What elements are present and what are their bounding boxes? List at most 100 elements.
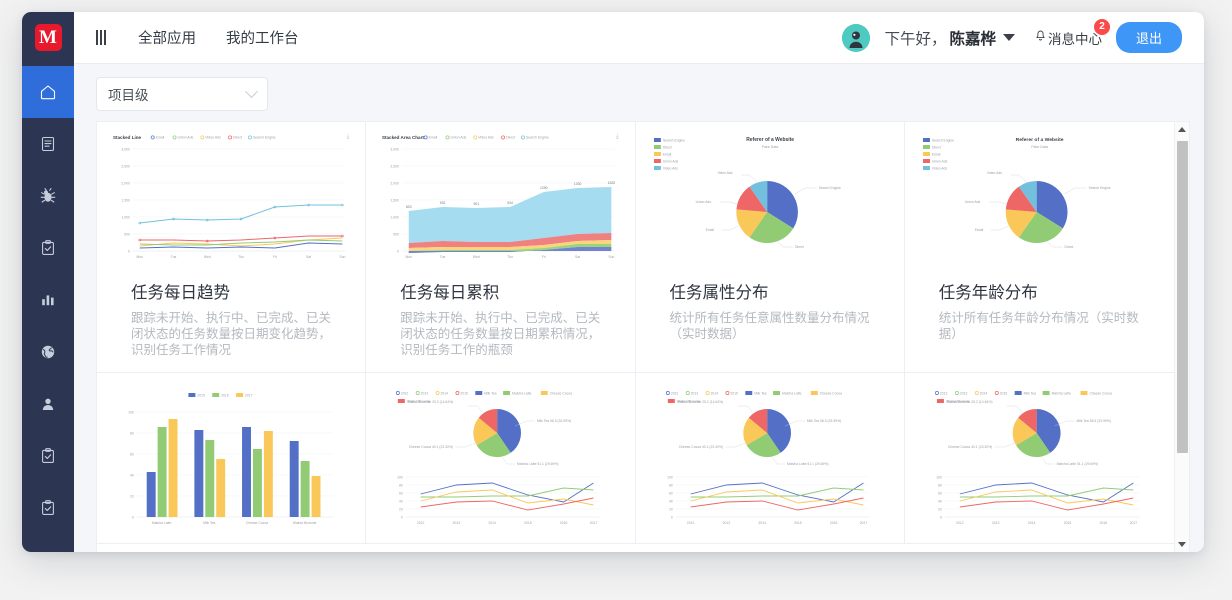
avatar[interactable] — [842, 23, 871, 52]
card-age-distribution[interactable]: Referer of a Website Fake Data Search En… — [904, 122, 1174, 373]
svg-text:2012: 2012 — [686, 521, 694, 525]
scrollbar-track[interactable] — [1175, 137, 1190, 537]
card-pie-line-combo-3[interactable]: 2012 2013 2014 2015 Milk Tea Matcha Latt… — [904, 373, 1174, 544]
app-logo[interactable]: M — [22, 12, 74, 64]
sidebar-item-documents[interactable] — [22, 118, 74, 170]
svg-text:934: 934 — [507, 201, 513, 205]
svg-text:Union Ads: Union Ads — [178, 136, 194, 140]
svg-text:Direct: Direct — [662, 146, 671, 150]
chart-stacked-line: Stacked Line Email Union Ads Video Ads D… — [107, 130, 355, 265]
scope-select[interactable]: 项目级 — [96, 77, 268, 111]
download-icon[interactable]: ⤓ — [346, 134, 350, 140]
user-name: 陈嘉桦 — [949, 30, 996, 48]
content-area: 项目级 Stacked Line — [74, 64, 1204, 552]
svg-text:2,500: 2,500 — [391, 164, 400, 168]
chart-grouped-bar: 2015 2016 2017 — [107, 381, 355, 529]
svg-text:2014: 2014 — [441, 391, 449, 395]
sidebar-item-reports[interactable] — [22, 274, 74, 326]
menu-bars-icon[interactable] — [96, 30, 106, 45]
sidebar-item-cases[interactable] — [22, 482, 74, 534]
svg-text:Video Ads: Video Ads — [987, 171, 1002, 175]
sidebar-item-users[interactable] — [22, 378, 74, 430]
svg-text:Thu: Thu — [238, 255, 244, 259]
svg-text:Matcha Latte 51.1 (29.69%): Matcha Latte 51.1 (29.69%) — [1056, 462, 1098, 466]
svg-text:2017: 2017 — [859, 521, 867, 525]
svg-text:1290: 1290 — [540, 186, 548, 190]
svg-text:2,000: 2,000 — [121, 181, 130, 185]
download-icon[interactable]: ⤓ — [615, 134, 619, 140]
svg-text:1320: 1320 — [608, 181, 616, 185]
svg-text:Milk Tea: Milk Tea — [754, 391, 766, 395]
svg-text:500: 500 — [124, 232, 130, 236]
svg-text:Tue: Tue — [171, 255, 177, 259]
app-window: M 全部应用 我的工作台 — [22, 12, 1204, 552]
svg-text:Sat: Sat — [575, 255, 580, 259]
nav-item-all-apps[interactable]: 全部应用 — [138, 31, 196, 47]
svg-text:2013: 2013 — [960, 391, 968, 395]
svg-text:Wed: Wed — [473, 255, 480, 259]
scroll-up-button[interactable] — [1175, 122, 1190, 137]
filter-bar: 项目级 — [74, 64, 1204, 121]
logout-button[interactable]: 退出 — [1115, 22, 1182, 53]
scroll-down-button[interactable] — [1175, 537, 1190, 552]
card-pie-line-combo-2[interactable]: 2012 2013 2014 2015 Milk Tea Matcha Latt… — [635, 373, 905, 544]
triangle-down-icon — [1178, 542, 1186, 547]
svg-text:Search Engine: Search Engine — [526, 136, 549, 140]
scrollbar-thumb[interactable] — [1176, 141, 1188, 453]
card-daily-accumulation[interactable]: Stacked Area Chart Email Union Ads Video… — [366, 122, 636, 373]
sidebar-item-tasks[interactable] — [22, 222, 74, 274]
svg-text:2015: 2015 — [461, 391, 469, 395]
card-title: 任务每日趋势 — [131, 284, 230, 302]
svg-text:Walnut Brownie: Walnut Brownie — [293, 521, 317, 525]
svg-text:Matcha Latte: Matcha Latte — [1051, 391, 1071, 395]
card-pie-line-combo-1[interactable]: 2012 2013 2014 2015 Milk Tea Matcha Latt… — [366, 373, 636, 544]
card-description: 跟踪未开始、执行中、已完成、已关闭状态的任务数量按日期累积情况，识别任务工作的瓶… — [400, 311, 601, 357]
chart-referer-pie-2: Referer of a Website Fake Data Search En… — [915, 130, 1164, 265]
card-daily-trend[interactable]: Stacked Line Email Union Ads Video Ads D… — [97, 122, 367, 373]
svg-text:2012: 2012 — [417, 521, 425, 525]
svg-text:Fri: Fri — [273, 255, 277, 259]
chart-subtitle: Fake Data — [761, 145, 777, 149]
sidebar-item-plans[interactable] — [22, 430, 74, 482]
svg-text:Email: Email — [156, 136, 165, 140]
cards-scrollbar[interactable] — [1174, 122, 1189, 552]
svg-text:100: 100 — [936, 475, 942, 479]
svg-text:80: 80 — [669, 483, 673, 487]
triangle-up-icon — [1178, 127, 1186, 132]
card-description: 统计所有任务年龄分布情况（实时数据） — [938, 311, 1139, 341]
svg-text:Fri: Fri — [542, 255, 546, 259]
svg-text:0: 0 — [940, 515, 942, 519]
svg-text:2015: 2015 — [1064, 521, 1072, 525]
svg-text:60: 60 — [399, 491, 403, 495]
bell-icon — [1035, 30, 1046, 45]
svg-text:Direct: Direct — [233, 136, 242, 140]
bar-legend: 2015 2016 2017 — [188, 393, 253, 398]
svg-text:1,500: 1,500 — [121, 198, 130, 202]
globe-icon — [41, 345, 55, 359]
pie-body — [1005, 180, 1068, 244]
card-bar-chart[interactable]: 2015 2016 2017 — [97, 373, 367, 544]
svg-text:2,000: 2,000 — [391, 181, 400, 185]
svg-text:2014: 2014 — [489, 521, 497, 525]
user-greeting[interactable]: 下午好， 陈嘉桦 — [884, 27, 1015, 49]
cards-scroll-region: Stacked Line Email Union Ads Video Ads D… — [97, 122, 1174, 552]
card-attribute-distribution[interactable]: Referer of a Website Fake Data Search En… — [635, 122, 905, 373]
svg-text:Matcha Latte: Matcha Latte — [782, 391, 802, 395]
svg-text:Mon: Mon — [136, 255, 143, 259]
svg-text:Union Ads: Union Ads — [451, 136, 467, 140]
svg-text:Matcha Latte: Matcha Latte — [512, 391, 532, 395]
svg-text:Milk Tea 58.5 (33.99%): Milk Tea 58.5 (33.99%) — [537, 419, 571, 423]
sidebar-item-home[interactable] — [22, 66, 74, 118]
svg-text:Walnut Brownie: Walnut Brownie — [407, 399, 431, 403]
sidebar-item-bugs[interactable] — [22, 170, 74, 222]
message-center-label: 消息中心 — [1047, 31, 1102, 47]
message-center[interactable]: 消息中心 2 — [1035, 18, 1110, 48]
svg-text:20: 20 — [938, 507, 942, 511]
body: 项目级 Stacked Line — [22, 64, 1204, 552]
sidebar-item-global[interactable] — [22, 326, 74, 378]
svg-text:Sun: Sun — [339, 255, 345, 259]
svg-text:1330: 1330 — [574, 182, 582, 186]
svg-text:Cheese Cocoa 40.1 (23.30%): Cheese Cocoa 40.1 (23.30%) — [409, 445, 453, 449]
nav-item-my-workspace[interactable]: 我的工作台 — [226, 31, 299, 47]
